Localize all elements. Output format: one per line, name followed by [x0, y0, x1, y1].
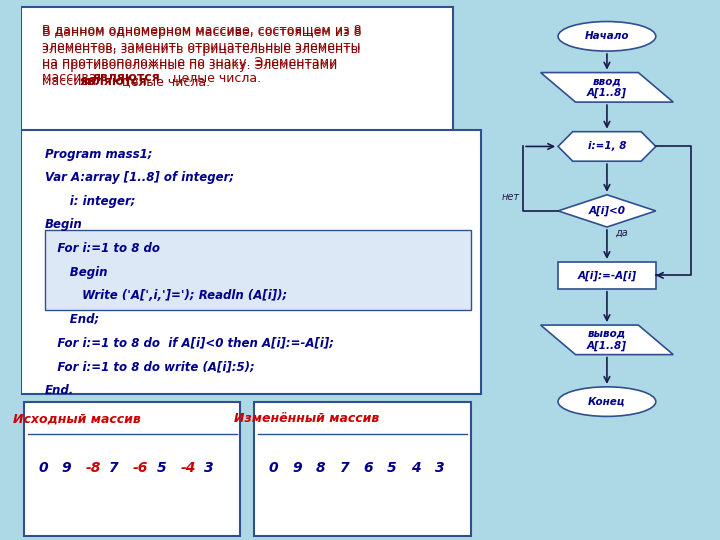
Text: Var A:array [1..8] of integer;: Var A:array [1..8] of integer; — [45, 171, 234, 184]
Text: нет: нет — [502, 192, 520, 202]
Text: элементов, заменить отрицательные элементы: элементов, заменить отрицательные элемен… — [42, 43, 360, 56]
Text: End.: End. — [45, 384, 74, 397]
FancyBboxPatch shape — [21, 130, 481, 394]
Text: 9: 9 — [292, 461, 302, 475]
Ellipse shape — [558, 22, 656, 51]
Text: В данном одномерном массиве, состоящем из 8: В данном одномерном массиве, состоящем и… — [42, 24, 361, 37]
Text: i:=1, 8: i:=1, 8 — [588, 141, 626, 151]
Ellipse shape — [558, 387, 656, 416]
Text: массива: массива — [42, 75, 100, 88]
FancyBboxPatch shape — [24, 402, 240, 536]
Polygon shape — [558, 195, 656, 227]
Text: Program mass1;: Program mass1; — [45, 147, 153, 160]
Text: -4: -4 — [181, 461, 196, 475]
Text: 7: 7 — [109, 461, 119, 475]
Text: 6: 6 — [364, 461, 373, 475]
Text: 5: 5 — [387, 461, 397, 475]
FancyBboxPatch shape — [254, 402, 471, 536]
FancyBboxPatch shape — [45, 230, 471, 310]
Text: For i:=1 to 8 do: For i:=1 to 8 do — [45, 242, 160, 255]
Text: Begin: Begin — [45, 266, 107, 279]
Text: ввод
A[1..8]: ввод A[1..8] — [587, 77, 627, 98]
Text: целые числа.: целые числа. — [117, 75, 210, 88]
Text: 9: 9 — [62, 461, 71, 475]
Text: For i:=1 to 8 do  if A[i]<0 then A[i]:=-A[i];: For i:=1 to 8 do if A[i]<0 then A[i]:=-A… — [45, 336, 334, 349]
FancyBboxPatch shape — [558, 262, 656, 289]
Text: Изменённый массив: Изменённый массив — [234, 413, 379, 426]
Text: A[i]:=-A[i]: A[i]:=-A[i] — [577, 270, 636, 280]
Polygon shape — [558, 132, 656, 161]
Polygon shape — [541, 72, 673, 102]
Text: i: integer;: i: integer; — [45, 195, 135, 208]
Text: являются: являются — [92, 71, 161, 84]
Polygon shape — [541, 325, 673, 355]
Text: массива: массива — [42, 71, 100, 84]
Text: 8: 8 — [316, 461, 325, 475]
Text: на противоположные по знаку. Элементами: на противоположные по знаку. Элементами — [42, 59, 337, 72]
Text: 3: 3 — [204, 461, 214, 475]
Text: да: да — [616, 227, 628, 238]
Text: Начало: Начало — [585, 31, 629, 41]
FancyBboxPatch shape — [21, 7, 454, 136]
Text: Конец: Конец — [588, 396, 626, 407]
Text: 3: 3 — [435, 461, 444, 475]
Text: 4: 4 — [411, 461, 420, 475]
Text: -8: -8 — [86, 461, 101, 475]
Text: являются: являются — [79, 75, 148, 88]
Text: 0: 0 — [38, 461, 48, 475]
Text: 7: 7 — [340, 461, 349, 475]
Text: A[i]<0: A[i]<0 — [588, 206, 626, 216]
Text: Begin: Begin — [45, 218, 83, 232]
Text: 0: 0 — [269, 461, 278, 475]
Text: элементов, заменить отрицательные элементы: элементов, заменить отрицательные элемен… — [42, 40, 360, 53]
Text: вывод
A[1..8]: вывод A[1..8] — [587, 329, 627, 351]
Text: 5: 5 — [157, 461, 166, 475]
Text: -6: -6 — [133, 461, 148, 475]
Text: на противоположные по знаку. Элементами: на противоположные по знаку. Элементами — [42, 56, 337, 69]
Text: В данном одномерном массиве, состоящем из 8: В данном одномерном массиве, состоящем и… — [42, 25, 361, 38]
Text: Исходный массив: Исходный массив — [12, 413, 140, 426]
Text: Write ('A[',i,']='); Readln (A[i]);: Write ('A[',i,']='); Readln (A[i]); — [45, 289, 287, 302]
Text: For i:=1 to 8 do write (A[i]:5);: For i:=1 to 8 do write (A[i]:5); — [45, 360, 255, 373]
Text: целые числа.: целые числа. — [169, 71, 261, 84]
Text: End;: End; — [45, 313, 99, 326]
